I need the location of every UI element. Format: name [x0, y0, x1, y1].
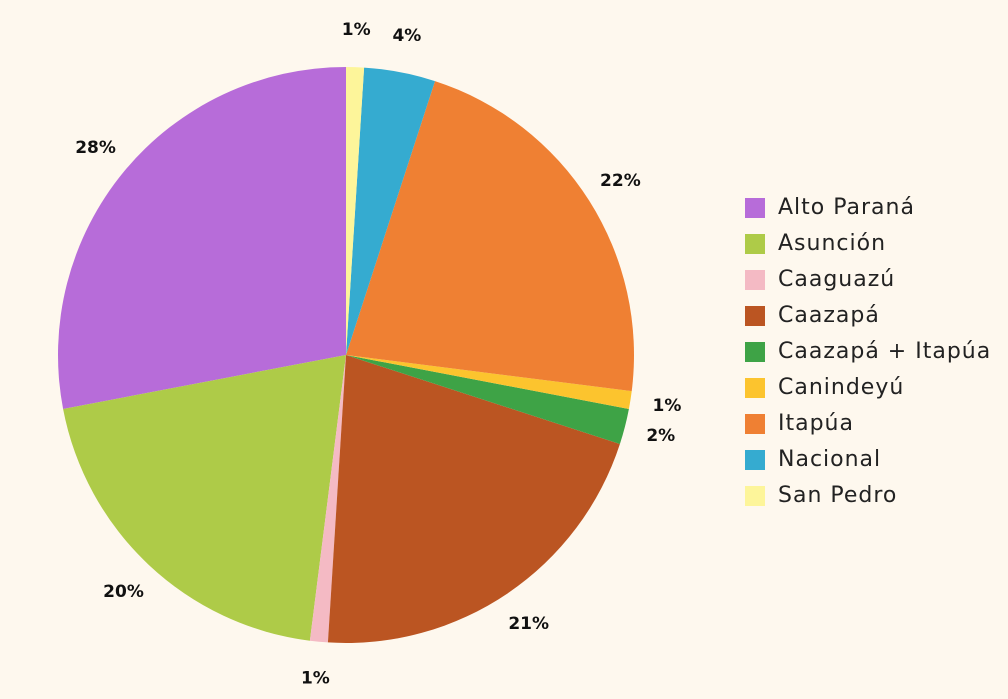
legend-swatch: [745, 486, 765, 506]
data-label: 21%: [508, 614, 549, 634]
legend-swatch: [745, 342, 765, 362]
pie-slice: [327, 355, 620, 643]
pie-slice: [63, 355, 347, 641]
legend-label: Caaguazú: [778, 267, 895, 292]
pie-slice: [346, 67, 435, 356]
legend-swatch: [745, 414, 765, 434]
legend-label: Canindeyú: [778, 375, 904, 400]
legend-label: Alto Paraná: [778, 195, 915, 220]
data-label: 1%: [653, 396, 682, 416]
legend-swatch: [745, 270, 765, 290]
data-label: 1%: [342, 20, 371, 40]
data-label: 22%: [600, 171, 641, 191]
legend-swatch: [745, 378, 765, 398]
pie-slice: [346, 355, 632, 409]
pie-slice: [346, 67, 365, 355]
legend-label: Nacional: [778, 447, 881, 472]
data-label: 28%: [75, 138, 116, 158]
data-label: 4%: [392, 26, 421, 46]
data-label: 1%: [301, 669, 330, 689]
pie-slice: [346, 355, 629, 444]
pie-slice: [309, 355, 346, 643]
legend-label: Caazapá + Itapúa: [778, 339, 991, 364]
legend-label: San Pedro: [778, 483, 897, 508]
legend-label: Itapúa: [778, 411, 854, 436]
data-label: 2%: [646, 426, 675, 446]
legend-swatch: [745, 450, 765, 470]
pie-slice: [346, 81, 634, 392]
legend-swatch: [745, 198, 765, 218]
legend-label: Caazapá: [778, 303, 880, 328]
data-label: 20%: [103, 582, 144, 602]
legend-swatch: [745, 234, 765, 254]
legend-swatch: [745, 306, 765, 326]
legend-label: Asunción: [778, 231, 886, 256]
pie-slice: [57, 67, 346, 409]
